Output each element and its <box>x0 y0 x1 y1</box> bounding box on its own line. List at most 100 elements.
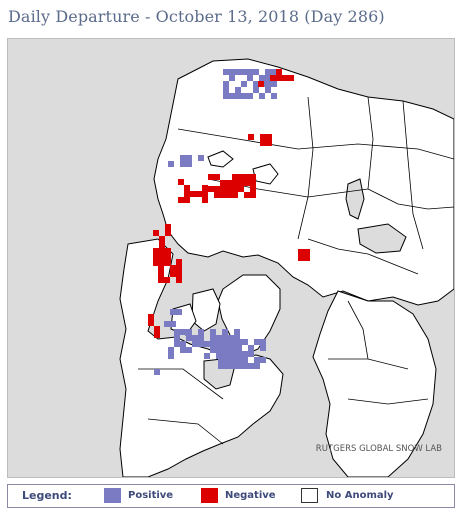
anomaly-cell <box>228 347 234 353</box>
anomaly-cell <box>198 155 204 161</box>
anomaly-cell <box>218 363 224 369</box>
anomaly-cell <box>174 329 180 335</box>
anomaly-cell <box>186 155 192 161</box>
anomaly-cell <box>223 69 229 75</box>
anomaly-cell <box>192 341 198 347</box>
anomaly-cell <box>180 347 186 353</box>
anomaly-cell <box>159 248 165 254</box>
anomaly-cell <box>254 339 260 345</box>
anomaly-cell <box>253 81 259 87</box>
map-credit: RUTGERS GLOBAL SNOW LAB <box>316 444 442 454</box>
anomaly-cell <box>204 341 210 347</box>
anomaly-cell <box>164 277 170 283</box>
anomaly-cell <box>229 75 235 81</box>
anomaly-cell <box>159 242 165 248</box>
anomaly-cell <box>218 357 224 363</box>
anomaly-cell <box>170 321 176 327</box>
anomaly-cell <box>254 357 260 363</box>
negative-anomaly-cells <box>148 69 310 338</box>
anomaly-cell <box>170 265 176 271</box>
anomaly-cell <box>270 75 276 81</box>
anomaly-cell <box>223 93 229 99</box>
anomaly-cell <box>180 161 186 167</box>
anomaly-cell <box>253 69 259 75</box>
anomaly-cell <box>186 329 192 335</box>
anomaly-cell <box>178 197 184 203</box>
anomaly-cell <box>230 351 236 357</box>
anomaly-cell <box>165 230 171 236</box>
anomaly-cell <box>168 161 174 167</box>
anomaly-cell <box>222 335 228 341</box>
anomaly-cell <box>165 248 171 254</box>
anomaly-cell <box>259 75 265 81</box>
anomaly-cell <box>198 329 204 335</box>
anomaly-cell <box>288 75 294 81</box>
anomaly-cell <box>214 186 220 192</box>
anomaly-cell <box>218 351 224 357</box>
anomaly-cell <box>184 197 190 203</box>
anomaly-cell <box>258 81 264 87</box>
anomaly-cell <box>235 93 241 99</box>
anomaly-cell <box>223 81 229 87</box>
anomaly-cell <box>198 341 204 347</box>
anomaly-cell <box>241 69 247 75</box>
anomaly-cell <box>148 314 154 320</box>
anomaly-cell <box>186 335 192 341</box>
anomaly-cell <box>247 93 253 99</box>
anomaly-cell <box>153 254 159 260</box>
anomaly-cell <box>202 185 208 191</box>
anomaly-cell <box>260 134 266 140</box>
anomaly-cell <box>242 357 248 363</box>
anomaly-cell <box>304 249 310 255</box>
anomaly-cell <box>250 180 256 186</box>
arctic-island <box>207 150 234 168</box>
legend-bar: Legend: Positive Negative No Anomaly <box>7 484 455 508</box>
anomaly-cell <box>238 174 244 180</box>
anomaly-cell <box>248 351 254 357</box>
anomaly-cell <box>184 191 190 197</box>
anomaly-cell <box>235 87 241 93</box>
anomaly-cell <box>271 81 277 87</box>
anomaly-cell <box>174 341 180 347</box>
anomaly-cell <box>241 93 247 99</box>
anomaly-cell <box>176 265 182 271</box>
anomaly-cell <box>208 186 214 192</box>
anomaly-cell <box>235 69 241 75</box>
snow-anomaly-map: RUTGERS GLOBAL SNOW LAB <box>7 38 455 478</box>
anomaly-cell <box>266 134 272 140</box>
anomaly-cell <box>202 191 208 197</box>
anomaly-cell <box>216 335 222 341</box>
anomaly-cell <box>154 332 160 338</box>
anomaly-cell <box>224 345 230 351</box>
anomaly-cell <box>247 69 253 75</box>
anomaly-cell <box>224 357 230 363</box>
anomaly-cell <box>265 69 271 75</box>
anomaly-cell <box>230 357 236 363</box>
anomaly-cell <box>154 326 160 332</box>
anomaly-cell <box>186 347 192 353</box>
anomaly-cell <box>158 277 164 283</box>
caspian-sea <box>345 178 365 220</box>
anomaly-cell <box>214 192 220 198</box>
anomaly-cell <box>232 174 238 180</box>
anomaly-cell <box>247 75 253 81</box>
anomaly-cell <box>170 309 176 315</box>
polar-projection-map: RUTGERS GLOBAL SNOW LAB <box>8 39 454 477</box>
anomaly-cell <box>218 339 224 345</box>
anomaly-cell <box>165 260 171 266</box>
anomaly-cell <box>210 347 216 353</box>
no-anomaly-label: No Anomaly <box>326 490 394 501</box>
anomaly-cell <box>236 345 242 351</box>
anomaly-cell <box>234 335 240 341</box>
anomaly-cell <box>282 75 288 81</box>
anomaly-cell <box>190 191 196 197</box>
anomaly-cell <box>236 339 242 345</box>
mediterranean-sea <box>357 223 407 254</box>
anomaly-cell <box>226 180 232 186</box>
anomaly-cell <box>210 335 216 341</box>
anomaly-cell <box>304 255 310 261</box>
anomaly-cell <box>164 321 170 327</box>
anomaly-cell <box>180 329 186 335</box>
anomaly-cell <box>244 180 250 186</box>
anomaly-cell <box>222 341 228 347</box>
